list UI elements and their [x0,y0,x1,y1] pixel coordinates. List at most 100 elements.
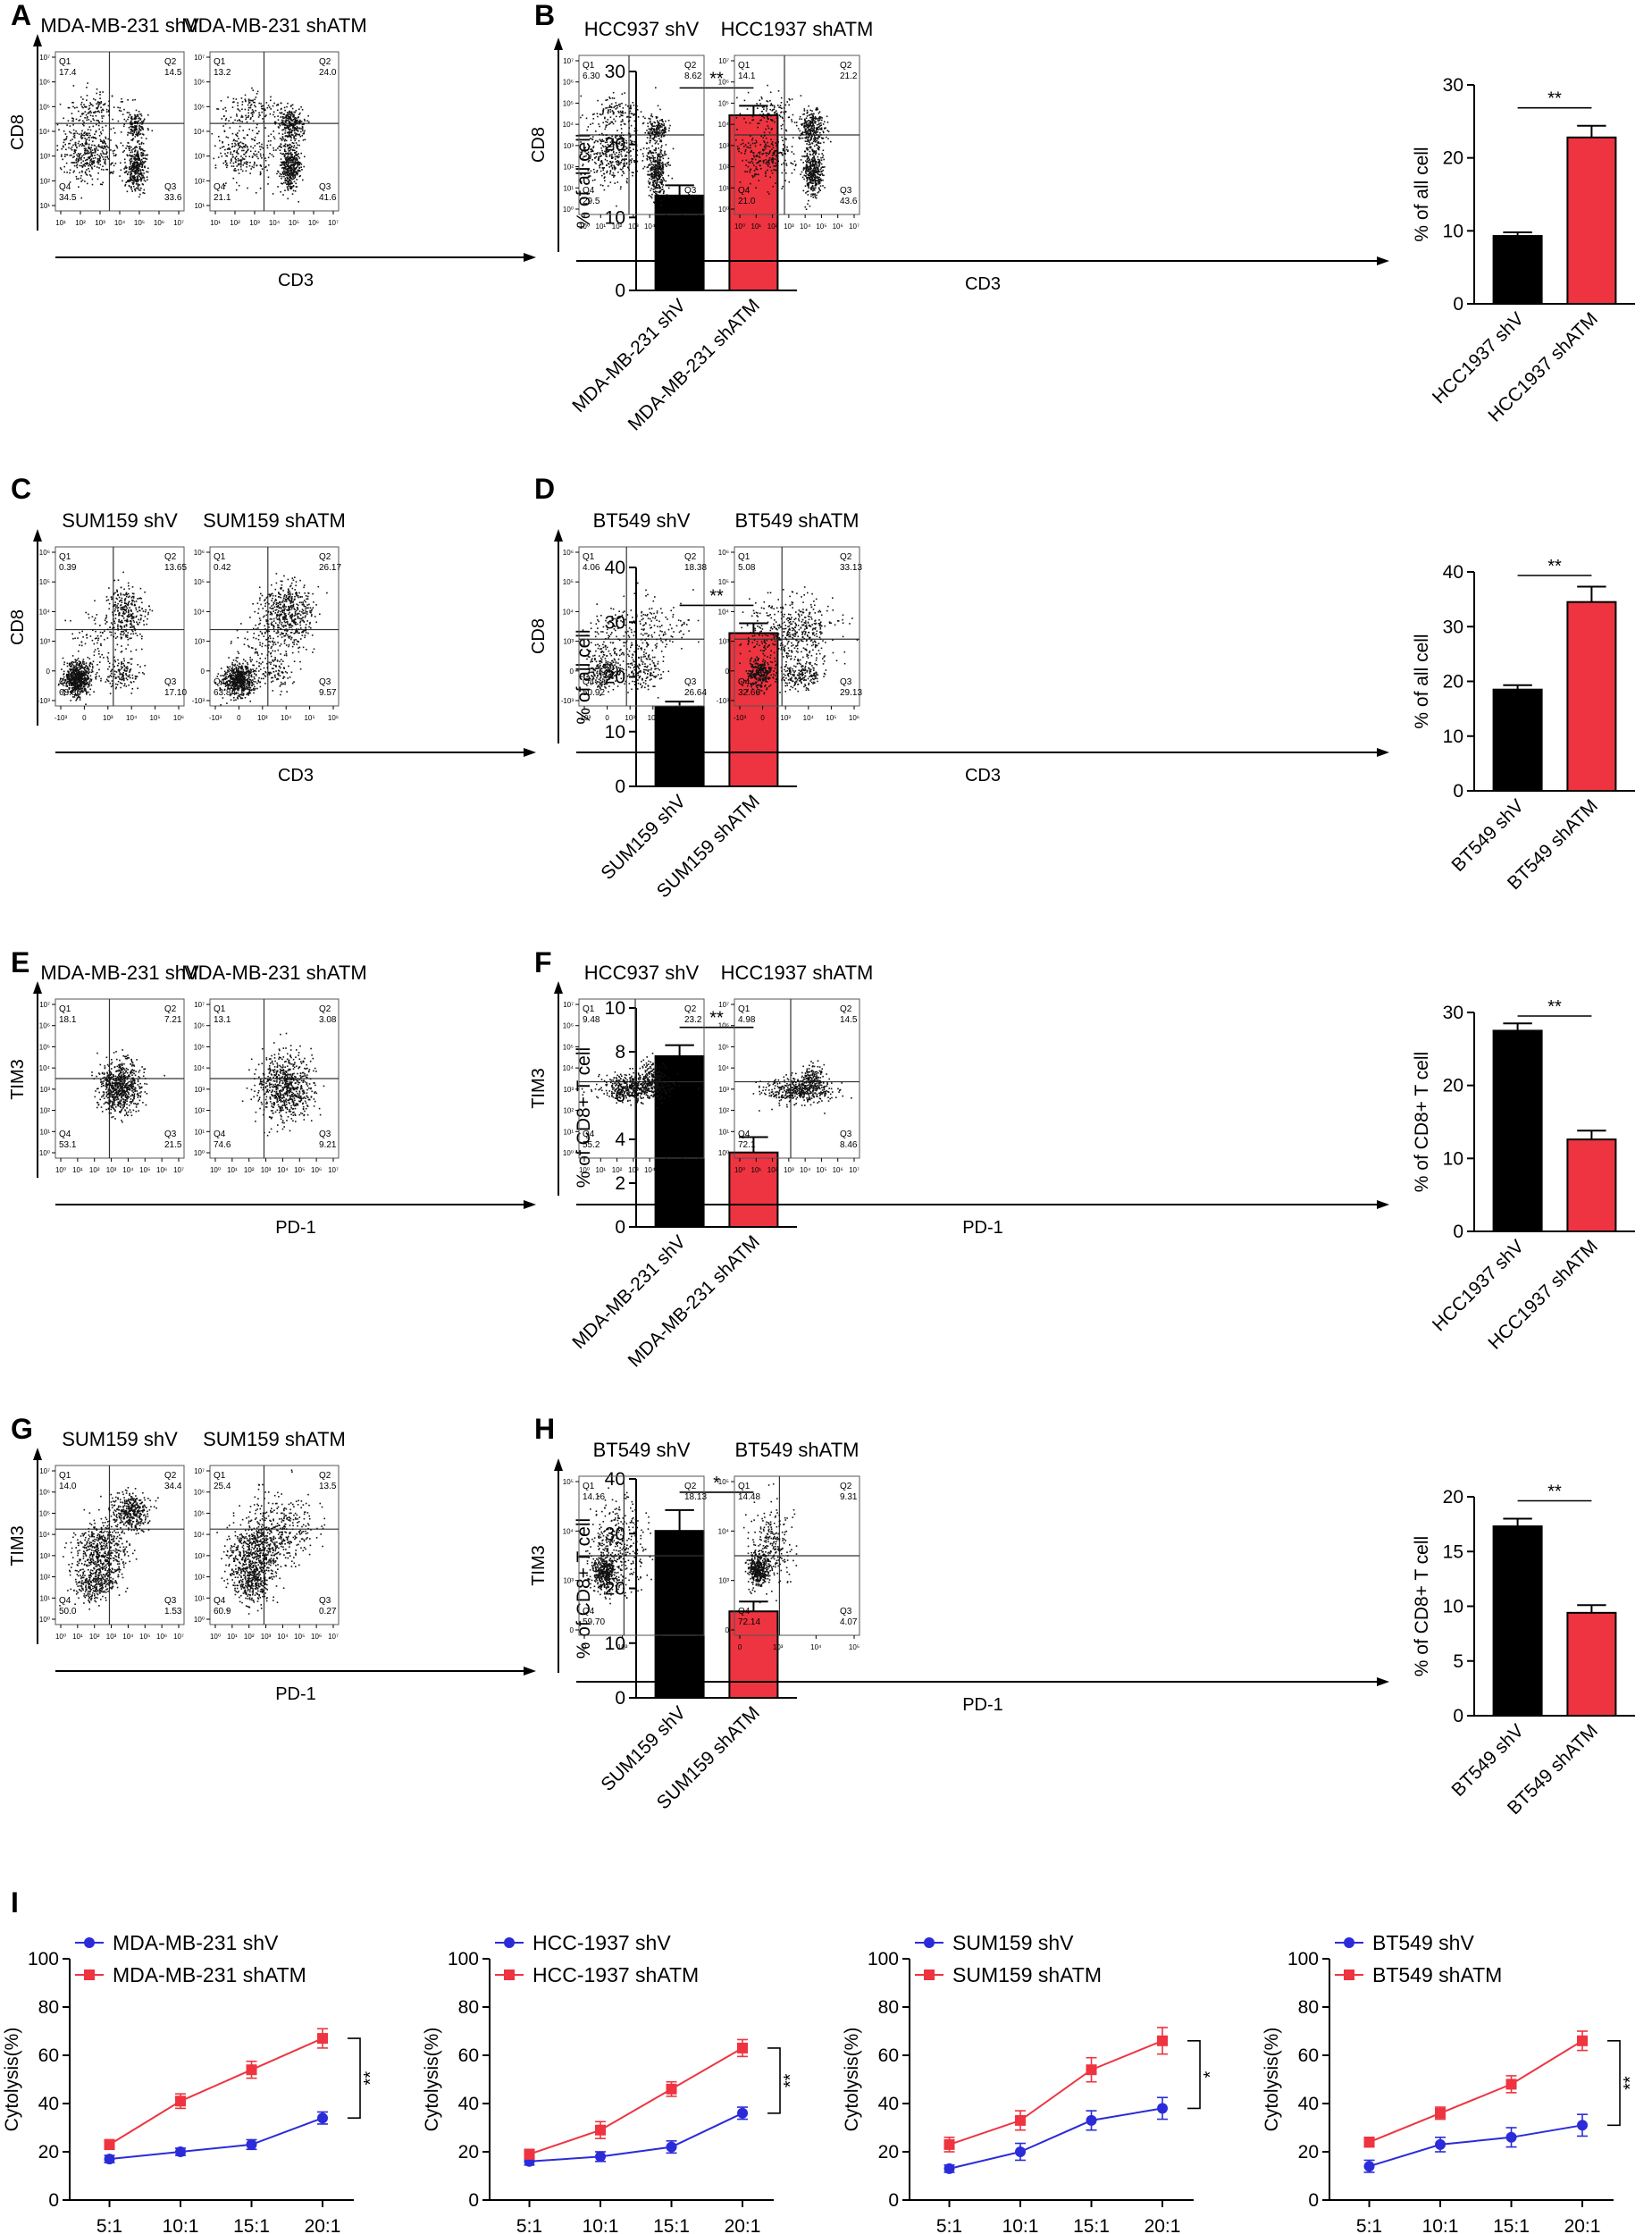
flow-event-dot [254,139,256,142]
flow-event-dot [88,111,90,113]
flow-event-dot [658,130,660,133]
flow-event-dot [808,134,810,136]
flow-event-dot [807,173,809,176]
flow-event-dot [830,140,832,143]
flow-event-dot [814,141,817,143]
flow-event-dot [801,123,802,125]
flow-event-dot [74,690,77,692]
flow-event-dot [73,155,75,157]
flow-event-dot [785,172,787,174]
flow-event-dot [133,162,135,164]
flow-event-dot [98,161,100,164]
flow-event-dot [66,674,69,676]
flow-event-dot [646,142,649,145]
flow-event-dot [760,135,762,138]
flow-event-dot [139,118,142,120]
flow-event-dot [99,131,102,133]
flow-event-dot [812,194,814,196]
flow-event-dot [130,170,132,172]
flow-event-dot [651,122,653,125]
flow-event-dot [822,166,824,168]
flow-event-dot [664,150,666,153]
flow-event-dot [241,157,244,159]
flow-event-dot [64,155,66,157]
flow-event-dot [616,205,617,207]
flow-event-dot [616,105,619,107]
flow-event-dot [133,158,135,160]
x-axis-label: CD3 [278,766,314,785]
flow-event-dot [288,135,289,138]
flow-event-dot [623,138,625,140]
flow-event-dot [147,167,149,170]
x-tick-label: 10⁴ [644,223,656,231]
flow-event-dot [80,170,83,172]
flow-event-dot [767,164,768,166]
flow-event-dot [82,165,84,167]
flow-event-dot [611,166,614,169]
flow-event-dot [296,157,298,159]
flow-event-dot [806,161,808,164]
flow-event-dot [111,95,113,97]
flow-event-dot [97,144,100,146]
flow-event-dot [293,126,295,128]
flow-event-dot [791,98,793,100]
flow-event-dot [260,103,262,105]
flow-event-dot [254,98,256,101]
flow-event-dot [116,147,119,149]
flow-event-dot [302,132,305,135]
flow-event-dot [289,155,292,158]
flow-event-dot [91,144,93,147]
flow-event-dot [129,171,131,173]
flow-event-dot [135,171,138,172]
flow-event-dot [605,124,608,127]
flow-event-dot [137,174,139,177]
flow-event-dot [580,151,582,154]
quadrant-name: Q2 [684,61,697,71]
flow-event-dot [654,166,656,169]
flow-event-dot [79,662,80,665]
flow-event-dot [288,174,290,177]
flow-event-dot [231,158,232,160]
flow-event-dot [614,105,616,107]
flow-event-dot [655,164,657,167]
flow-event-dot [597,99,599,102]
quadrant-name: Q1 [583,61,595,71]
flow-event-dot [284,128,286,130]
flow-event-dot [646,137,649,139]
flow-event-dot [252,155,254,157]
flow-event-dot [611,97,614,99]
flow-event-dot [80,688,82,690]
flow-event-dot [809,124,810,127]
flow-event-dot [88,108,90,110]
flow-event-dot [143,172,145,174]
flow-event-dot [283,172,286,174]
flow-event-dot [141,127,144,129]
flow-event-dot [256,132,259,135]
flow-event-dot [257,157,259,160]
flow-event-dot [134,169,136,172]
flow-event-dot [231,165,233,167]
flow-event-dot [661,189,663,190]
flow-event-dot [138,146,141,147]
flow-event-dot [287,127,289,129]
flow-event-dot [813,171,816,173]
flow-event-dot [136,188,138,189]
flow-event-dot [106,168,108,171]
flow-event-dot [280,191,281,193]
flow-event-dot [136,181,138,183]
flow-event-dot [286,114,289,117]
flow-event-dot [290,187,293,189]
flow-event-dot [662,178,665,181]
flow-event-dot [818,122,820,124]
flow-event-dot [128,112,130,113]
flow-event-dot [140,114,143,117]
flow-plot-frame [55,546,185,707]
flow-event-dot [280,116,281,118]
flow-event-dot [239,165,242,168]
flow-event-dot [136,133,138,136]
flow-event-dot [783,163,785,165]
flow-event-dot [752,119,755,121]
flow-event-dot [296,127,298,130]
flow-event-dot [614,168,616,171]
flow-event-dot [138,159,139,161]
